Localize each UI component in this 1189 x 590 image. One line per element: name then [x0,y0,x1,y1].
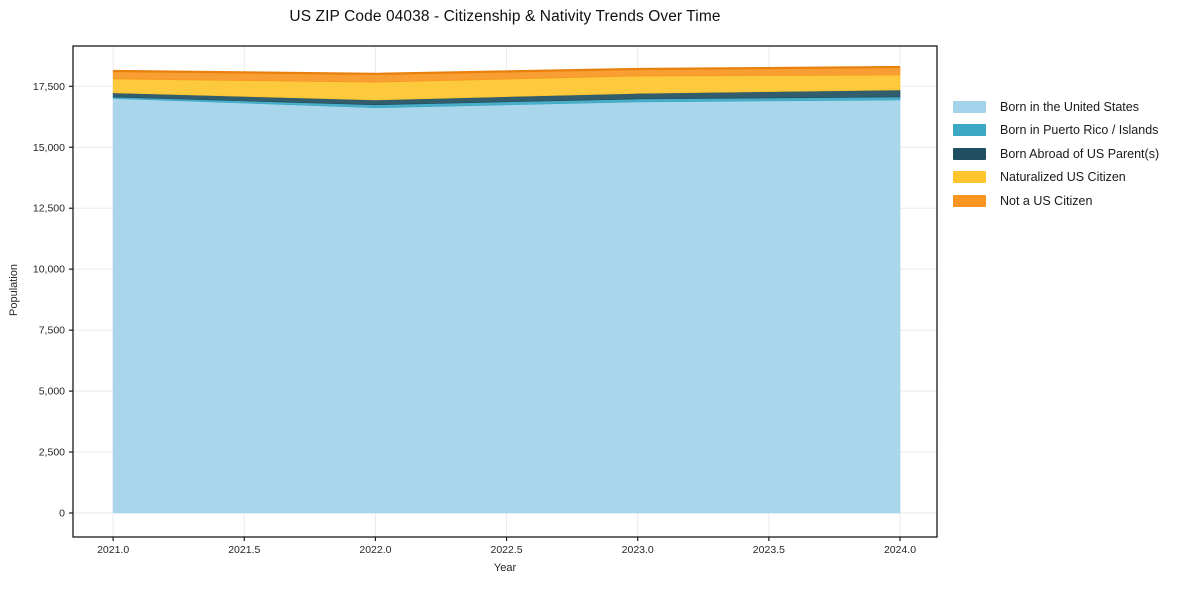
legend-label: Naturalized US Citizen [1000,170,1126,184]
legend-label: Born Abroad of US Parent(s) [1000,146,1160,161]
y-axis-title: Population [8,264,20,316]
legend-swatch-born-us [953,100,986,113]
y-tick-label: 12,500 [33,203,65,215]
chart-title: US ZIP Code 04038 - Citizenship & Nativi… [289,8,721,25]
y-tick-label: 2,500 [39,447,65,459]
legend-swatch-born-abroad [953,147,986,160]
legend-item: Naturalized US Citizen [953,170,1159,184]
legend-swatch-naturalized [953,171,986,183]
legend-label: Born in Puerto Rico / Islands [1000,123,1159,137]
legend: Born in the United States Born in Puerto… [953,99,1160,208]
axis-tick-marks [69,85,901,541]
stacked-area-series [112,66,901,514]
legend-swatch-not-citizen [953,194,986,207]
x-tick-label: 2021.5 [228,544,260,556]
legend-item: Born Abroad of US Parent(s) [953,146,1160,161]
x-tick-label: 2024.0 [884,544,916,556]
area-born-in-the-united-states [112,98,901,514]
y-tick-label: 15,000 [33,142,65,154]
x-tick-label: 2023.0 [622,544,654,556]
x-tick-label: 2022.0 [359,544,391,556]
legend-item: Not a US Citizen [953,193,1159,208]
legend-label: Born in the United States [1000,99,1139,114]
x-tick-label: 2022.5 [491,544,523,556]
x-axis-tick-labels: 2021.0 2021.5 2022.0 2022.5 2023.0 2023.5 2024… [97,544,916,556]
x-tick-label: 2021.0 [97,544,129,556]
y-tick-label: 0 [59,508,65,520]
y-tick-label: 7,500 [39,325,65,337]
plot-frame [72,45,938,538]
y-axis-tick-labels: 0 2,500 5,000 7,500 10,000 12,500 15,000 17,500 [33,81,65,520]
legend-swatch-puerto-rico [953,124,986,136]
y-tick-label: 5,000 [39,386,65,398]
y-tick-label: 10,000 [33,264,65,276]
legend-label: Not a US Citizen [1000,193,1093,208]
y-tick-label: 17,500 [33,81,65,93]
legend-item: Born in Puerto Rico / Islands [953,123,1159,137]
total-top-edge-line [113,65,901,75]
legend-item: Born in the United States [953,99,1159,114]
x-axis-title: Year [493,562,517,574]
x-tick-label: 2023.5 [753,544,785,556]
